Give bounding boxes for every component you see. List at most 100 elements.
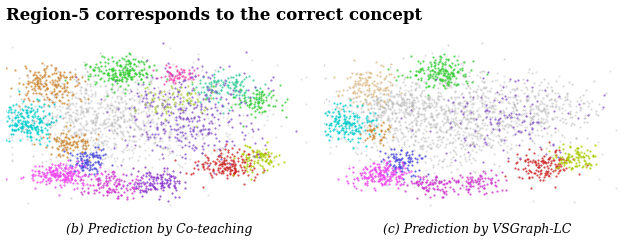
Point (439, 157, 449, 161)
Point (28, 123, 38, 127)
Point (48, 100, 58, 104)
Point (104, 76, 114, 80)
Point (551, 148, 561, 152)
Point (128, 98, 139, 102)
Point (435, 81, 445, 85)
Point (36, 128, 46, 132)
Point (67, 174, 78, 178)
Point (336, 107, 346, 111)
Point (213, 69, 223, 73)
Point (36, 174, 46, 178)
Point (396, 101, 406, 105)
Point (531, 104, 541, 108)
Point (476, 118, 487, 122)
Point (78, 132, 88, 136)
Point (65, 107, 75, 111)
Point (71, 108, 81, 112)
Point (229, 171, 239, 175)
Point (520, 108, 530, 112)
Point (214, 170, 225, 174)
Point (417, 66, 427, 70)
Point (497, 84, 508, 88)
Point (247, 150, 258, 154)
Point (371, 113, 382, 117)
Point (347, 131, 357, 135)
Point (223, 91, 233, 95)
Point (443, 108, 453, 112)
Point (165, 71, 176, 75)
Point (232, 82, 242, 86)
Point (223, 119, 233, 123)
Point (82, 109, 92, 113)
Point (375, 171, 385, 175)
Point (160, 119, 170, 123)
Point (74, 135, 85, 139)
Point (381, 102, 391, 106)
Point (376, 63, 386, 67)
Point (452, 82, 462, 86)
Point (112, 118, 122, 122)
Point (116, 78, 126, 82)
Point (237, 160, 247, 164)
Point (66, 174, 76, 178)
Point (448, 136, 458, 140)
Point (391, 83, 401, 87)
Point (102, 110, 112, 114)
Point (326, 124, 336, 127)
Point (266, 160, 276, 164)
Point (539, 154, 550, 158)
Point (331, 105, 342, 109)
Point (221, 165, 232, 169)
Point (363, 116, 373, 120)
Point (112, 63, 122, 67)
Point (448, 148, 458, 152)
Point (478, 133, 488, 137)
Point (373, 165, 384, 169)
Point (205, 120, 215, 124)
Point (17, 124, 27, 128)
Point (377, 127, 387, 131)
Point (341, 123, 351, 126)
Point (383, 117, 393, 121)
Point (481, 103, 491, 107)
Point (344, 96, 354, 100)
Point (130, 107, 140, 111)
Point (343, 181, 354, 185)
Point (462, 122, 473, 125)
Point (51, 66, 61, 70)
Point (406, 84, 416, 88)
Point (198, 97, 208, 101)
Point (30, 104, 40, 108)
Point (57, 141, 67, 145)
Point (574, 172, 584, 176)
Point (560, 151, 570, 155)
Point (229, 95, 239, 99)
Point (0, 74, 8, 78)
Point (92, 145, 102, 149)
Point (543, 110, 553, 114)
Point (500, 124, 510, 127)
Point (424, 122, 434, 126)
Point (155, 89, 165, 93)
Point (413, 111, 424, 115)
Point (445, 108, 455, 112)
Point (340, 130, 350, 134)
Point (507, 105, 517, 109)
Point (18, 124, 28, 128)
Point (373, 125, 383, 129)
Point (176, 82, 186, 86)
Point (216, 151, 226, 155)
Point (69, 186, 80, 190)
Point (549, 109, 559, 113)
Point (473, 176, 483, 180)
Point (215, 111, 225, 115)
Point (347, 71, 357, 75)
Point (487, 104, 497, 108)
Point (160, 145, 170, 149)
Point (157, 179, 167, 183)
Point (478, 179, 488, 183)
Point (130, 57, 141, 61)
Point (388, 172, 398, 176)
Point (334, 109, 344, 113)
Point (160, 118, 170, 122)
